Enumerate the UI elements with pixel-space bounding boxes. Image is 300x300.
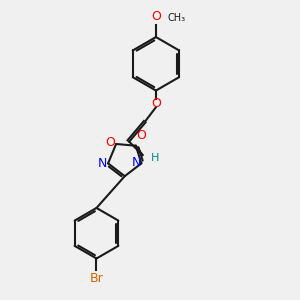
Text: N: N <box>98 157 107 170</box>
Text: O: O <box>151 97 161 110</box>
Text: H: H <box>151 153 159 163</box>
Text: CH₃: CH₃ <box>167 13 185 23</box>
Text: N: N <box>132 156 141 169</box>
Text: O: O <box>136 129 146 142</box>
Text: O: O <box>151 10 161 23</box>
Text: O: O <box>105 136 115 149</box>
Text: Br: Br <box>90 272 104 285</box>
